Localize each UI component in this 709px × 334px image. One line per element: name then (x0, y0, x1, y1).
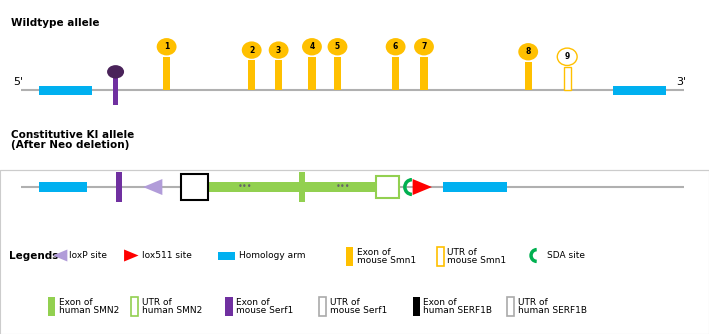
Text: UTR of: UTR of (142, 298, 172, 307)
Text: human SMN2: human SMN2 (142, 306, 202, 315)
Bar (392, 57, 399, 90)
Bar (39, 86, 92, 95)
Polygon shape (124, 249, 138, 262)
Bar (225, 297, 233, 316)
Text: Constitutive KI allele: Constitutive KI allele (11, 130, 134, 140)
Bar (564, 67, 571, 90)
Bar (299, 172, 305, 202)
Text: loxP site: loxP site (69, 251, 107, 260)
Bar (113, 75, 118, 105)
Bar (305, 182, 376, 192)
Bar (0, 170, 709, 334)
Bar (613, 86, 666, 95)
Bar (218, 252, 235, 260)
Text: UTR of: UTR of (447, 248, 477, 257)
Ellipse shape (328, 38, 347, 55)
Ellipse shape (107, 65, 124, 78)
Text: 4: 4 (309, 42, 315, 51)
Text: SDA site: SDA site (547, 251, 585, 260)
Text: 2: 2 (249, 46, 255, 54)
Text: (After Neo deletion): (After Neo deletion) (11, 140, 129, 150)
Polygon shape (143, 179, 162, 195)
Bar (319, 297, 326, 316)
Bar (437, 247, 444, 266)
Text: Wildtype allele: Wildtype allele (11, 18, 99, 28)
Text: 8: 8 (525, 47, 531, 56)
Ellipse shape (518, 43, 538, 60)
Ellipse shape (414, 38, 434, 55)
Polygon shape (53, 249, 67, 262)
Text: UTR of: UTR of (518, 298, 547, 307)
Text: Exon of: Exon of (423, 298, 457, 307)
Text: mouse Smn1: mouse Smn1 (357, 256, 415, 265)
Ellipse shape (242, 41, 262, 59)
Bar (525, 62, 532, 90)
Ellipse shape (157, 38, 177, 55)
Text: UTR of: UTR of (330, 298, 359, 307)
Bar (346, 247, 353, 266)
Bar (131, 297, 138, 316)
Bar (420, 57, 428, 90)
Text: mouse Smn1: mouse Smn1 (447, 256, 506, 265)
Text: human SMN2: human SMN2 (59, 306, 119, 315)
Text: •••: ••• (336, 182, 350, 191)
Text: Exon of: Exon of (236, 298, 269, 307)
Bar (248, 60, 255, 90)
Ellipse shape (386, 38, 406, 55)
Bar (116, 172, 122, 202)
Bar (48, 297, 55, 316)
Text: lox511 site: lox511 site (142, 251, 191, 260)
Text: mouse Serf1: mouse Serf1 (236, 306, 294, 315)
Text: human SERF1B: human SERF1B (518, 306, 586, 315)
Text: 6: 6 (393, 42, 398, 51)
Bar (275, 60, 282, 90)
Text: 9: 9 (564, 52, 570, 61)
Bar (308, 57, 316, 90)
Ellipse shape (557, 48, 577, 65)
Ellipse shape (269, 41, 289, 59)
Bar (334, 57, 341, 90)
Text: 5': 5' (13, 77, 23, 87)
Text: 1: 1 (164, 42, 169, 51)
Text: human SERF1B: human SERF1B (423, 306, 492, 315)
Text: Exon of: Exon of (357, 248, 390, 257)
Text: 7: 7 (421, 42, 427, 51)
Text: 3': 3' (676, 77, 686, 87)
Bar (443, 182, 507, 192)
Bar (376, 176, 399, 198)
Text: 5: 5 (335, 42, 340, 51)
Text: 3: 3 (276, 46, 281, 54)
Text: Homology arm: Homology arm (239, 251, 306, 260)
Bar (181, 174, 208, 200)
Text: •••: ••• (238, 182, 252, 191)
Ellipse shape (302, 38, 322, 55)
Bar (163, 57, 170, 90)
Bar (413, 297, 420, 316)
Text: Legends: Legends (9, 250, 58, 261)
Text: Exon of: Exon of (59, 298, 92, 307)
Bar (39, 182, 87, 192)
Text: mouse Serf1: mouse Serf1 (330, 306, 387, 315)
Polygon shape (413, 179, 432, 195)
Bar (507, 297, 514, 316)
Bar (208, 182, 301, 192)
